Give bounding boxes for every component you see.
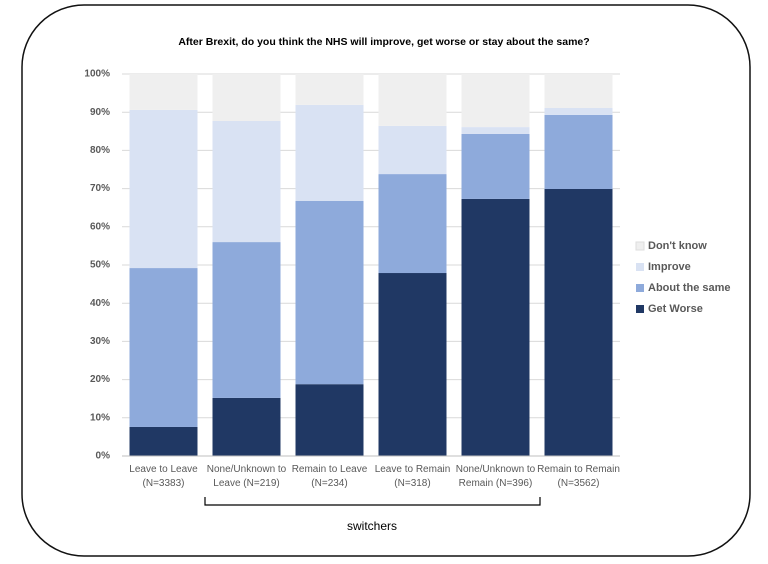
bar-segment [212, 242, 281, 398]
bar-segment [295, 74, 364, 105]
x-tick-label: None/Unknown to Remain (N=396) [456, 464, 536, 489]
y-tick-label: 50% [90, 260, 110, 271]
y-tick-label: 10% [90, 412, 110, 423]
bar-segment [544, 114, 613, 189]
annotation: switchers [347, 519, 397, 533]
legend-swatch [635, 241, 645, 251]
x-tick-label: None/Unknown to Leave (N=219) [207, 464, 287, 489]
y-tick-label: 20% [90, 374, 110, 385]
legend-swatch [636, 305, 644, 313]
bracket [204, 497, 541, 506]
bar-segment [378, 273, 447, 456]
bar-segment [295, 200, 364, 385]
bar-segment [295, 384, 364, 456]
bar-segment [129, 426, 198, 456]
bar-segment [129, 109, 198, 269]
legend-label: Don't know [648, 240, 707, 252]
chart-title: After Brexit, do you think the NHS will … [178, 36, 589, 48]
y-tick-label: 70% [90, 183, 110, 194]
x-tick-label: Remain to Remain (N=3562) [537, 464, 620, 489]
y-tick-label: 100% [84, 69, 110, 80]
y-tick-label: 0% [96, 451, 111, 462]
bar-segment [461, 127, 530, 134]
bar-segment [544, 107, 613, 115]
x-tick-label: Remain to Leave (N=234) [292, 464, 368, 489]
bar-segment [544, 188, 613, 456]
y-tick-label: 90% [90, 107, 110, 118]
bar-segment [378, 74, 447, 126]
y-tick-label: 30% [90, 336, 110, 347]
bar-segment [461, 198, 530, 456]
bar-segment [544, 74, 613, 108]
y-tick-label: 40% [90, 298, 110, 309]
bar-segment [212, 397, 281, 456]
legend-label: Improve [648, 261, 691, 273]
bar-segment [212, 120, 281, 243]
bar-segment [129, 74, 198, 110]
x-tick-label: Leave to Leave (N=3383) [129, 464, 198, 489]
legend-swatch [636, 284, 644, 292]
bar-segment [378, 125, 447, 175]
bar-segment [129, 268, 198, 427]
legend-label: Get Worse [648, 303, 703, 315]
bar-segment [212, 74, 281, 121]
y-tick-label: 60% [90, 221, 110, 232]
bar-segment [295, 104, 364, 201]
legend-label: About the same [648, 282, 731, 294]
bar-segment [461, 74, 530, 128]
legend-swatch [636, 263, 644, 271]
bar-segment [378, 174, 447, 274]
y-tick-label: 80% [90, 145, 110, 156]
bar-segment [461, 133, 530, 199]
x-tick-label: Leave to Remain (N=318) [375, 464, 451, 489]
